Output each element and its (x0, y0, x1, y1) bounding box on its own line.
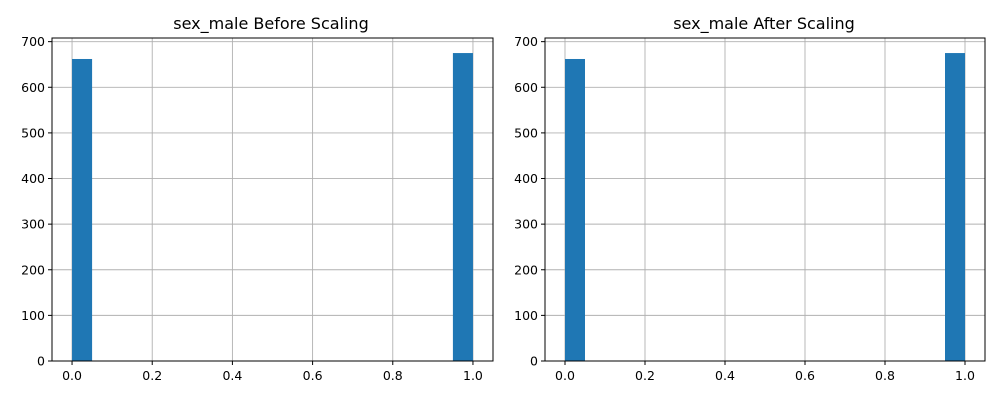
x-tick-label: 0.6 (795, 368, 815, 383)
x-tick-label: 0.6 (303, 368, 323, 383)
axes-frame (544, 37, 986, 362)
x-tick-label: 0.0 (555, 368, 575, 383)
x-tick-label: 0.0 (62, 368, 82, 383)
x-tick-label: 0.4 (715, 368, 735, 383)
y-tick-label: 600 (514, 80, 538, 95)
y-tick-label: 500 (514, 125, 538, 140)
x-tick-label: 1.0 (955, 368, 975, 383)
y-tick-label: 200 (21, 262, 45, 277)
histogram-bar (945, 53, 965, 361)
y-tick-label: 500 (21, 125, 45, 140)
x-tick-label: 1.0 (463, 368, 483, 383)
x-tick-label: 0.2 (635, 368, 655, 383)
histogram-bar (565, 58, 585, 362)
chart-title: sex_male Before Scaling (173, 14, 368, 34)
y-tick-label: 400 (21, 171, 45, 186)
histogram-bar (72, 58, 93, 362)
y-tick-label: 300 (21, 217, 45, 232)
y-tick-label: 700 (21, 34, 45, 49)
x-tick-label: 0.4 (222, 368, 242, 383)
y-tick-label: 0 (530, 354, 538, 369)
subplot-after-scaling: sex_male After Scaling 0.0 0.2 0.4 0.6 0.8 1.… (514, 14, 986, 383)
x-tick-label: 0.2 (142, 368, 162, 383)
y-tick-label: 300 (514, 217, 538, 232)
chart-title: sex_male After Scaling (673, 14, 855, 34)
y-tick-label: 400 (514, 171, 538, 186)
x-tick-label: 0.8 (383, 368, 403, 383)
y-tick-label: 700 (514, 34, 538, 49)
axes-frame (51, 37, 494, 362)
y-tick-label: 200 (514, 262, 538, 277)
y-tick-label: 0 (37, 354, 45, 369)
x-tick-label: 0.8 (875, 368, 895, 383)
y-tick-label: 100 (21, 308, 45, 323)
subplot-before-scaling: sex_male Before Scaling 0.0 0.2 0.4 0.6 0.8 1… (21, 14, 494, 383)
histogram-bar (452, 53, 473, 361)
y-tick-label: 600 (21, 80, 45, 95)
y-tick-label: 100 (514, 308, 538, 323)
